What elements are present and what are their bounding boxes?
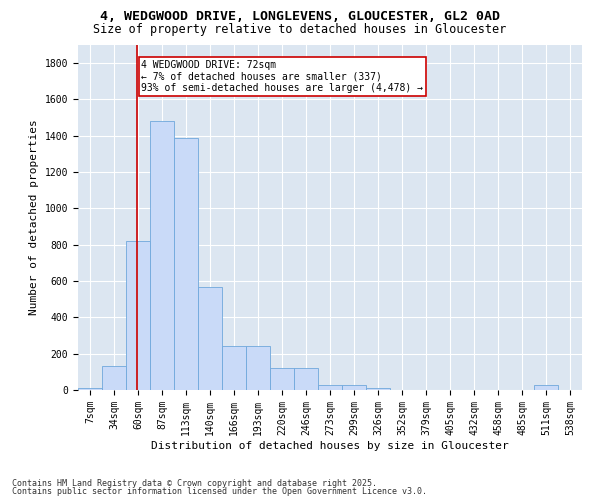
- Text: Size of property relative to detached houses in Gloucester: Size of property relative to detached ho…: [94, 22, 506, 36]
- Bar: [126, 241, 150, 390]
- Text: 4 WEDGWOOD DRIVE: 72sqm
← 7% of detached houses are smaller (337)
93% of semi-de: 4 WEDGWOOD DRIVE: 72sqm ← 7% of detached…: [142, 60, 424, 92]
- Bar: [318, 384, 342, 390]
- Y-axis label: Number of detached properties: Number of detached properties: [29, 120, 39, 316]
- Text: 4, WEDGWOOD DRIVE, LONGLEVENS, GLOUCESTER, GL2 0AD: 4, WEDGWOOD DRIVE, LONGLEVENS, GLOUCESTE…: [100, 10, 500, 23]
- Text: Contains public sector information licensed under the Open Government Licence v3: Contains public sector information licen…: [12, 487, 427, 496]
- Bar: [102, 366, 126, 390]
- X-axis label: Distribution of detached houses by size in Gloucester: Distribution of detached houses by size …: [151, 440, 509, 450]
- Bar: [534, 386, 558, 390]
- Bar: [150, 122, 174, 390]
- Bar: [246, 346, 270, 390]
- Bar: [270, 368, 294, 390]
- Text: Contains HM Land Registry data © Crown copyright and database right 2025.: Contains HM Land Registry data © Crown c…: [12, 478, 377, 488]
- Bar: [78, 388, 102, 390]
- Bar: [174, 138, 198, 390]
- Bar: [222, 346, 246, 390]
- Bar: [198, 286, 222, 390]
- Bar: [342, 386, 366, 390]
- Bar: [294, 368, 318, 390]
- Bar: [366, 388, 390, 390]
